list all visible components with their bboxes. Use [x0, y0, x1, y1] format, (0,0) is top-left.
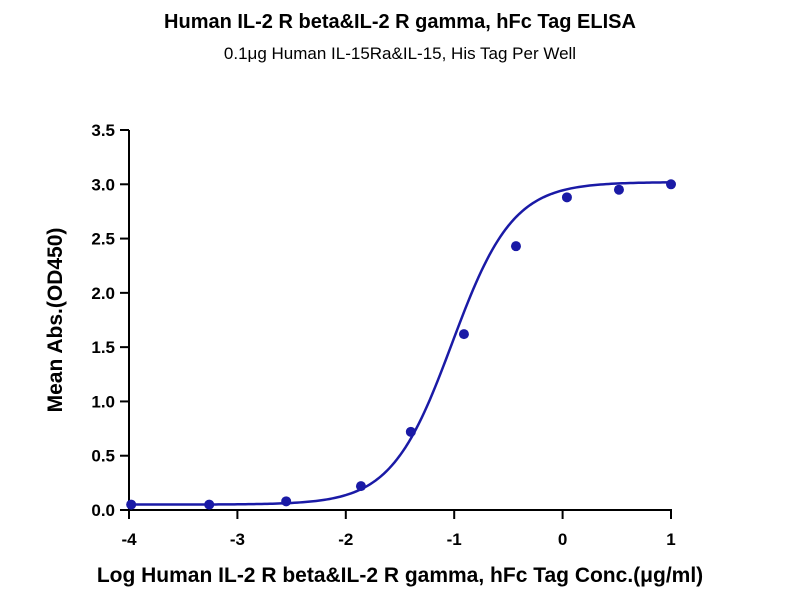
- data-point: [458, 329, 469, 340]
- chart-subtitle: 0.1μg Human IL-15Ra&IL-15, His Tag Per W…: [224, 44, 576, 63]
- y-tick-label: 3.0: [91, 175, 115, 194]
- data-point: [510, 241, 521, 252]
- plot-area: 0.0 0.5 1.0 1.5 2.0 2.5 3.0 3.5 -4 -3 -2 -1 0 1: [91, 121, 676, 549]
- y-tick-label: 1.5: [91, 338, 115, 357]
- data-point: [666, 179, 676, 190]
- x-tick-label: -4: [121, 530, 137, 549]
- data-point: [405, 426, 416, 437]
- y-tick-label: 1.0: [91, 392, 115, 411]
- data-point: [204, 499, 215, 510]
- y-tick-label: 0.5: [91, 447, 115, 466]
- y-tick-label: 0.0: [91, 501, 115, 520]
- data-points: [126, 179, 676, 510]
- data-point: [613, 184, 624, 195]
- chart-title: Human IL-2 R beta&IL-2 R gamma, hFc Tag …: [164, 11, 636, 33]
- x-axis-label: Log Human IL-2 R beta&IL-2 R gamma, hFc …: [97, 564, 703, 587]
- x-tick-label: -2: [338, 530, 353, 549]
- data-point: [355, 481, 366, 492]
- data-point: [561, 192, 572, 203]
- x-tick-label: 0: [558, 530, 567, 549]
- y-tick-label: 3.5: [91, 121, 115, 140]
- x-axis-ticks: -4 -3 -2 -1 0 1: [121, 510, 676, 549]
- x-tick-label: 1: [666, 530, 675, 549]
- fit-curve: [129, 181, 672, 506]
- y-axis-ticks: 0.0 0.5 1.0 1.5 2.0 2.5 3.0 3.5: [91, 121, 129, 520]
- x-tick-label: -3: [230, 530, 245, 549]
- data-point: [126, 499, 137, 510]
- data-point: [281, 496, 292, 507]
- y-tick-label: 2.5: [91, 230, 115, 249]
- x-tick-label: -1: [447, 530, 462, 549]
- y-axis-label: Mean Abs.(OD450): [44, 228, 67, 413]
- y-tick-label: 2.0: [91, 284, 115, 303]
